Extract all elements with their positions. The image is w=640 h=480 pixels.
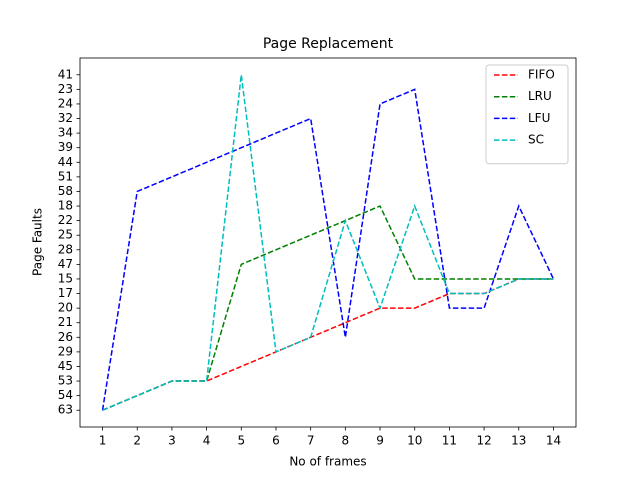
y-tick-label: 58 [58, 184, 73, 198]
y-tick-label: 47 [58, 257, 73, 271]
y-tick-label: 63 [58, 403, 73, 417]
x-tick-label: 1 [99, 434, 107, 448]
y-tick-label: 32 [58, 111, 73, 125]
series-line [101, 88, 555, 411]
x-tick-label: 14 [546, 434, 561, 448]
y-tick-label: 44 [58, 155, 73, 169]
x-tick-label: 9 [376, 434, 384, 448]
y-tick-label: 24 [58, 96, 73, 110]
y-tick-label: 18 [58, 199, 73, 213]
x-tick-label: 5 [237, 434, 245, 448]
chart-title: Page Replacement [263, 36, 394, 52]
x-tick-label: 7 [307, 434, 315, 448]
y-tick-label: 23 [58, 82, 73, 96]
y-tick-label: 51 [58, 169, 73, 183]
y-axis-label: Page Faults [31, 208, 45, 276]
x-tick-label: 11 [442, 434, 457, 448]
legend-label: LFU [528, 111, 550, 125]
y-tick-label: 53 [58, 374, 73, 388]
y-tick-label: 26 [58, 330, 73, 344]
series-line [102, 74, 554, 411]
x-tick-label: 3 [168, 434, 176, 448]
y-tick-label: 20 [58, 301, 73, 315]
x-tick-label: 2 [133, 434, 141, 448]
x-tick-label: 4 [203, 434, 211, 448]
y-tick-label: 54 [58, 388, 73, 402]
y-tick-label: 21 [58, 315, 73, 329]
x-tick-label: 13 [511, 434, 526, 448]
y-tick-label: 25 [58, 228, 73, 242]
legend-label: SC [528, 133, 544, 147]
y-tick-label: 15 [58, 271, 73, 285]
legend-box [485, 64, 569, 165]
y-tick-label: 29 [58, 344, 73, 358]
y-tick-label: 22 [58, 213, 73, 227]
axes-frame [79, 57, 577, 428]
legend-label: LRU [528, 89, 552, 103]
x-tick-label: 6 [272, 434, 280, 448]
y-tick-label: 39 [58, 140, 73, 154]
y-tick-label: 41 [58, 67, 73, 81]
y-tick-label: 34 [58, 126, 73, 140]
y-tick-label: 17 [58, 286, 73, 300]
x-axis-label: No of frames [289, 455, 366, 469]
x-tick-label: 12 [476, 434, 491, 448]
y-tick-label: 45 [58, 359, 73, 373]
x-tick-label: 8 [342, 434, 350, 448]
x-tick-label: 10 [407, 434, 422, 448]
legend-label: FIFO [528, 68, 555, 82]
y-tick-label: 28 [58, 242, 73, 256]
